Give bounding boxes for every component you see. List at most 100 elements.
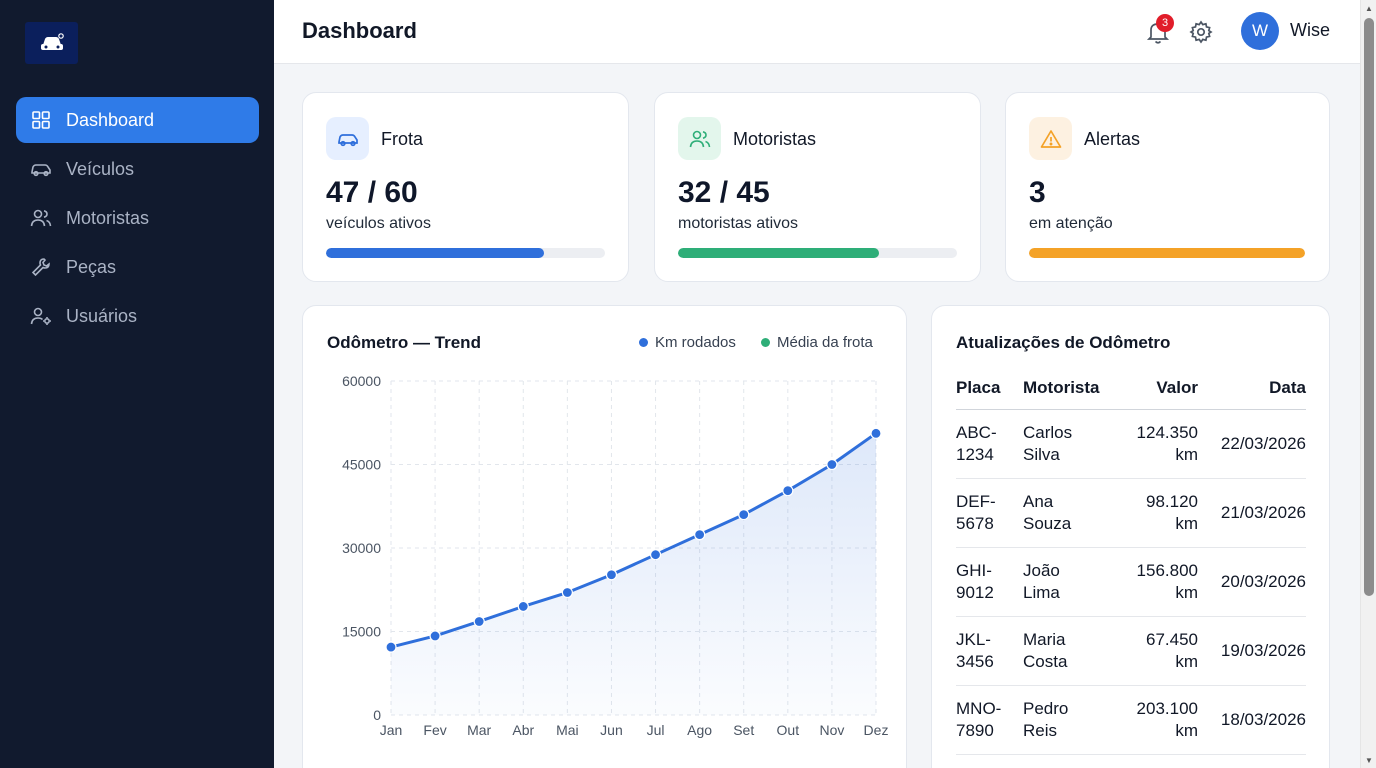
- x-tick-label: Fev: [423, 722, 446, 738]
- odometer-chart: 0 15000 30000 45000 60000 Jan Fev Mar Abr Mai Jun J…: [342, 373, 889, 738]
- column-header[interactable]: Valor: [1115, 368, 1208, 410]
- data-point: [473, 615, 485, 628]
- sidebar-item-usuarios[interactable]: Usuários: [16, 293, 259, 339]
- table-row[interactable]: GHI- 9012 João Lima 156.800 km 20/03/202…: [956, 547, 1306, 617]
- progress-fill: [326, 248, 544, 258]
- cell-motorista: Pedro Reis: [1023, 685, 1115, 755]
- cell-motorista: João Lima: [1023, 547, 1115, 617]
- car-icon: [337, 133, 358, 146]
- cell-data: 19/03/2026: [1208, 616, 1306, 686]
- y-tick-label: 15000: [342, 624, 381, 640]
- stat-value: 47 / 60: [326, 176, 418, 209]
- data-point: [517, 600, 529, 613]
- data-point: [605, 569, 618, 581]
- cell-placa: JKL- 3456: [956, 616, 1023, 686]
- data-point: [826, 458, 838, 471]
- legend-item-km: Km rodados: [639, 334, 736, 351]
- x-tick-label: Set: [733, 722, 754, 738]
- scroll-up-arrow-icon[interactable]: ▲: [1365, 3, 1373, 13]
- data-point: [870, 427, 882, 439]
- legend-dot: [761, 338, 770, 347]
- table-row[interactable]: DEF- 5678 Ana Souza 98.120 km 21/03/2026: [956, 478, 1306, 548]
- column-header[interactable]: Motorista: [1023, 368, 1115, 410]
- stat-icon-box: [1029, 117, 1072, 160]
- sidebar-item-veiculos[interactable]: Veículos: [16, 146, 259, 192]
- user-cog-icon: [30, 305, 52, 327]
- user-name[interactable]: Wise: [1290, 20, 1330, 40]
- cell-valor: 124.350 km: [1115, 409, 1208, 479]
- data-point: [385, 641, 397, 653]
- stat-subtitle: veículos ativos: [326, 215, 431, 232]
- sidebar-nav: Dashboard Veículos Motoristas: [16, 97, 259, 342]
- progress-track: [1029, 248, 1305, 258]
- x-tick-label: Mar: [467, 722, 491, 738]
- chart-card: Odômetro — Trend Km rodados Média da fro…: [302, 305, 907, 768]
- cell-data: 22/03/2026: [1208, 409, 1306, 479]
- table-row[interactable]: JKL- 3456 Maria Costa 67.450 km 19/03/20…: [956, 616, 1306, 686]
- legend-label: Média da frota: [777, 334, 873, 351]
- cell-motorista: Maria Costa: [1023, 616, 1115, 686]
- legend-item-media: Média da frota: [761, 334, 873, 351]
- sidebar-item-label: Peças: [66, 256, 117, 277]
- table-title: Atualizações de Odômetro: [956, 333, 1171, 352]
- data-point: [738, 509, 750, 521]
- scroll-down-arrow-icon[interactable]: ▼: [1365, 755, 1373, 765]
- data-point: [782, 485, 794, 497]
- sidebar-item-label: Motoristas: [66, 207, 150, 228]
- sidebar-item-label: Veículos: [66, 158, 135, 179]
- column-header[interactable]: Placa: [956, 368, 1023, 410]
- sidebar-item-motoristas[interactable]: Motoristas: [16, 195, 259, 241]
- page-scrollbar[interactable]: ▲ ▼: [1360, 0, 1376, 768]
- data-point: [649, 549, 662, 561]
- stat-icon-box: [326, 117, 369, 160]
- y-tick-label: 60000: [342, 373, 381, 389]
- progress-track: [678, 248, 957, 258]
- table-row[interactable]: MNO- 7890 Pedro Reis 203.100 km 18/03/20…: [956, 685, 1306, 755]
- car-icon: [40, 33, 64, 50]
- progress-fill: [678, 248, 879, 258]
- app-logo[interactable]: [25, 22, 78, 64]
- users-icon: [689, 130, 710, 147]
- page-title: Dashboard: [302, 18, 417, 43]
- cell-data: 18/03/2026: [1208, 685, 1306, 755]
- x-tick-label: Jan: [380, 722, 403, 738]
- sidebar-item-dashboard[interactable]: Dashboard: [16, 97, 259, 143]
- y-tick-label: 30000: [342, 540, 381, 556]
- avatar[interactable]: W: [1241, 12, 1279, 50]
- sidebar-item-label: Usuários: [66, 305, 138, 326]
- cell-motorista: Ana Souza: [1023, 478, 1115, 548]
- cell-placa: DEF- 5678: [956, 478, 1023, 548]
- cell-valor: 98.120 km: [1115, 478, 1208, 548]
- car-icon: [30, 158, 52, 180]
- y-tick-label: 45000: [342, 457, 381, 473]
- column-header[interactable]: Data: [1208, 368, 1306, 410]
- data-point: [429, 630, 441, 642]
- warning-icon: [1040, 129, 1061, 148]
- stat-title: Motoristas: [733, 129, 817, 149]
- gear-icon[interactable]: [1189, 20, 1213, 44]
- top-header: Dashboard 3 W Wise: [274, 0, 1360, 64]
- progress-track: [326, 248, 605, 258]
- stat-subtitle: em atenção: [1029, 215, 1113, 232]
- sidebar-item-label: Dashboard: [66, 109, 155, 130]
- stat-title: Alertas: [1084, 129, 1141, 149]
- scrollbar-thumb[interactable]: [1364, 18, 1374, 596]
- stat-card-alertas: Alertas 3 em atenção: [1005, 92, 1330, 282]
- x-tick-label: Abr: [512, 722, 534, 738]
- chart-title: Odômetro — Trend: [327, 333, 481, 352]
- wrench-icon: [30, 256, 52, 278]
- users-icon: [30, 207, 52, 229]
- cell-valor: 67.450 km: [1115, 616, 1208, 686]
- stat-card-motoristas: Motoristas 32 / 45 motoristas ativos: [654, 92, 981, 282]
- table-row[interactable]: ABC- 1234 Carlos Silva 124.350 km 22/03/…: [956, 409, 1306, 479]
- y-tick-label: 0: [373, 707, 381, 723]
- stat-icon-box: [678, 117, 721, 160]
- sidebar-item-pecas[interactable]: Peças: [16, 244, 259, 290]
- data-point: [561, 586, 573, 599]
- legend-label: Km rodados: [655, 334, 736, 351]
- stat-subtitle: motoristas ativos: [678, 215, 799, 232]
- odometer-table: Placa Motorista Valor Data ABC- 1234 Car…: [956, 368, 1306, 755]
- x-tick-label: Jul: [647, 722, 665, 738]
- x-tick-label: Dez: [864, 722, 889, 738]
- cell-placa: MNO- 7890: [956, 685, 1023, 755]
